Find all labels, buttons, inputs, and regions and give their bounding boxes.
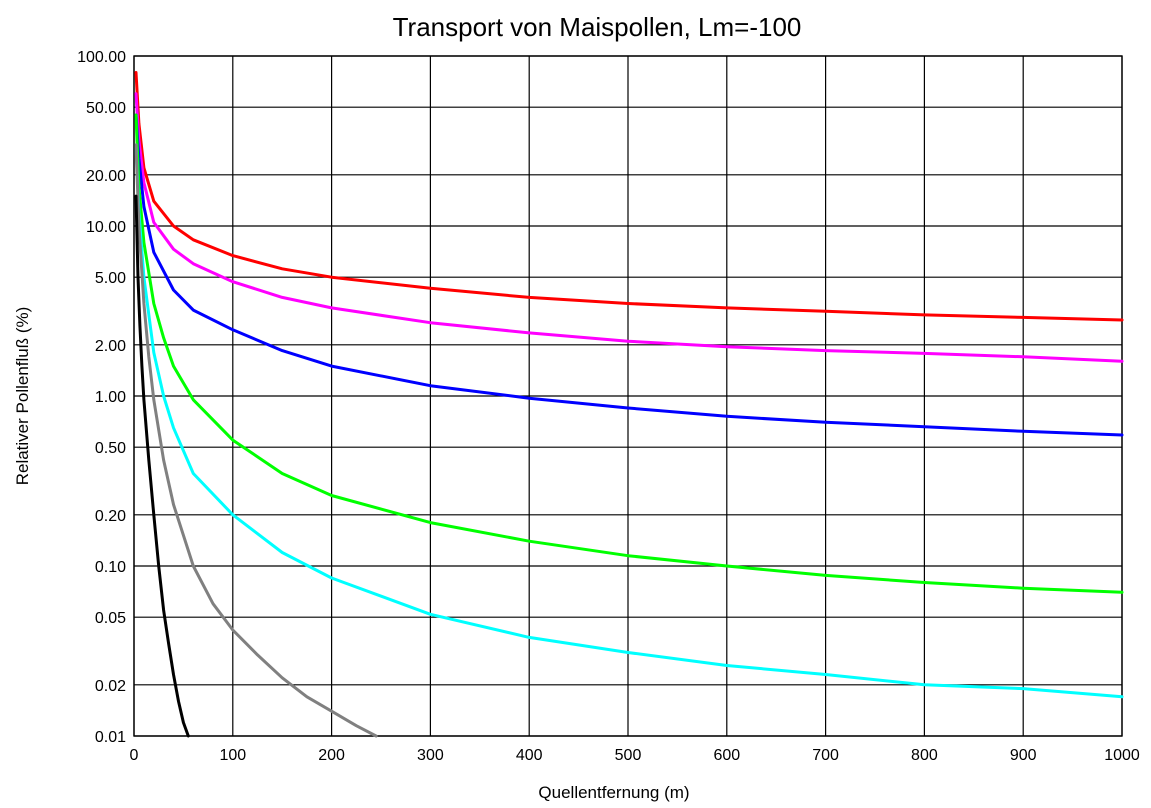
series-line-6 — [134, 143, 378, 738]
y-tick-label: 5.00 — [95, 270, 126, 287]
x-tick-label: 600 — [713, 747, 740, 764]
y-tick-label: 0.50 — [95, 440, 126, 457]
x-tick-label: 100 — [219, 747, 246, 764]
plot-area — [133, 55, 1123, 737]
y-tick-label: 0.10 — [95, 559, 126, 576]
series-line-7 — [134, 194, 190, 738]
x-tick-label: 800 — [911, 747, 938, 764]
y-tick-label: 2.00 — [95, 338, 126, 355]
series-line-2 — [134, 92, 1124, 363]
y-tick-label: 10.00 — [86, 219, 126, 236]
tick-labels: 0 100 200 300 400 500 600 700 800 900 1000 100.00 50… — [77, 49, 1140, 764]
y-tick-label: 50.00 — [86, 100, 126, 117]
y-tick-label: 0.01 — [95, 729, 126, 746]
series-lines — [134, 71, 1124, 738]
x-tick-label: 300 — [417, 747, 444, 764]
series-line-4 — [134, 113, 1124, 594]
series-line-5 — [134, 143, 1124, 699]
x-tick-label: 900 — [1010, 747, 1037, 764]
grid-lines — [133, 55, 1123, 737]
y-axis-label: Relativer Pollenfluß (%) — [13, 307, 32, 486]
x-tick-label: 1000 — [1104, 747, 1140, 764]
y-tick-label: 0.05 — [95, 610, 126, 627]
x-tick-label: 500 — [615, 747, 642, 764]
x-axis-label: Quellentfernung (m) — [538, 783, 689, 802]
chart-title: Transport von Maispollen, Lm=-100 — [393, 12, 802, 42]
y-tick-label: 0.02 — [95, 678, 126, 695]
y-tick-label: 100.00 — [77, 49, 126, 66]
y-tick-label: 20.00 — [86, 168, 126, 185]
y-tick-label: 1.00 — [95, 389, 126, 406]
x-tick-label: 400 — [516, 747, 543, 764]
x-tick-label: 200 — [318, 747, 345, 764]
x-tick-label: 700 — [812, 747, 839, 764]
series-line-1 — [134, 71, 1124, 322]
y-tick-label: 0.20 — [95, 508, 126, 525]
x-tick-label: 0 — [130, 747, 139, 764]
series-line-3 — [134, 113, 1124, 437]
